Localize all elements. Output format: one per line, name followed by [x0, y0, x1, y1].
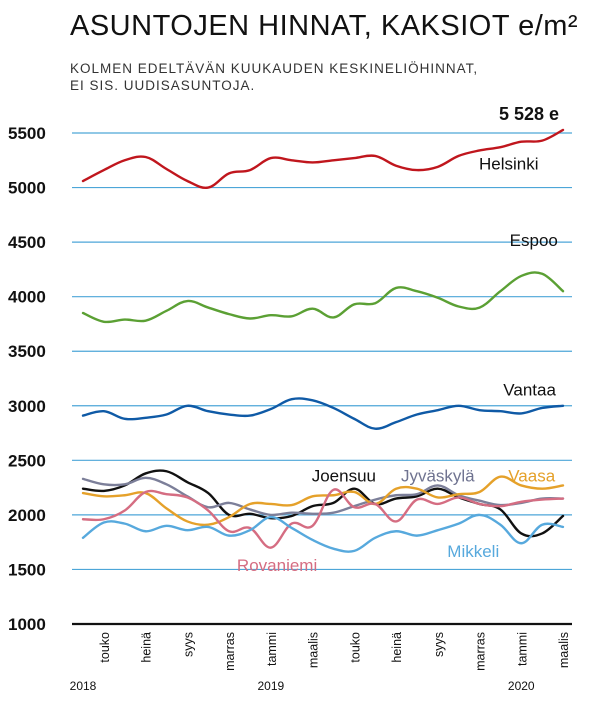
y-tick-label: 4000 [8, 288, 46, 307]
end-value-annotation: 5 528 e [499, 104, 559, 124]
series-labels: Helsinki Espoo Vantaa Joensuu Jyväskylä Vaasa… [237, 104, 559, 575]
y-tick-label: 5000 [8, 179, 46, 198]
series-lines [81, 128, 565, 553]
y-tick-label: 2000 [8, 506, 46, 525]
year-label: 2018 [70, 679, 97, 693]
y-tick-label: 3000 [8, 397, 46, 416]
x-tick-label: maalis [307, 632, 321, 668]
series-label-joensuu: Joensuu [312, 467, 376, 486]
series-line-helsinki [81, 128, 565, 190]
x-tick-label: marras [474, 632, 488, 671]
series-line-rovaniemi [81, 488, 565, 549]
y-tick-label: 3500 [8, 342, 46, 361]
x-tick-label: marras [223, 632, 237, 671]
series-line-jyvaskyla [81, 476, 565, 517]
gridlines [72, 132, 572, 571]
x-tick-label: heinä [390, 632, 404, 663]
series-line-mikkeli [81, 513, 565, 553]
x-tick-label: tammi [265, 632, 279, 666]
chart-title: ASUNTOJEN HINNAT, KAKSIOT e/m² [70, 10, 579, 42]
x-tick-label: syys [181, 632, 195, 657]
series-label-espoo: Espoo [510, 231, 558, 250]
year-label: 2019 [257, 679, 284, 693]
series-line-espoo [81, 271, 565, 324]
series-label-helsinki: Helsinki [479, 155, 539, 174]
x-tick-label: syys [432, 632, 446, 657]
y-tick-label: 1500 [8, 560, 46, 579]
x-tick-label: touko [98, 632, 112, 663]
x-tick-label: tammi [515, 632, 529, 666]
y-tick-label: 1000 [8, 615, 46, 634]
y-tick-label: 5500 [8, 124, 46, 143]
x-tick-label: heinä [140, 632, 154, 663]
series-line-vaasa [81, 475, 565, 527]
series-label-mikkeli: Mikkeli [447, 542, 499, 561]
series-label-jyvaskyla: Jyväskylä [401, 467, 475, 486]
chart-subtitle-line-1: KOLMEN EDELTÄVÄN KUUKAUDEN KESKINELIÖHIN… [70, 61, 479, 76]
x-tick-label: maalis [557, 632, 571, 668]
chart-subtitle: KOLMEN EDELTÄVÄN KUUKAUDEN KESKINELIÖHIN… [70, 60, 478, 94]
series-label-rovaniemi: Rovaniemi [237, 556, 317, 575]
series-label-vantaa: Vantaa [503, 380, 556, 399]
chart-subtitle-line-2: EI SIS. UUDISASUNTOJA. [70, 78, 256, 93]
series-label-vaasa: Vaasa [508, 467, 555, 486]
y-tick-label: 4500 [8, 233, 46, 252]
x-tick-label: touko [348, 632, 362, 663]
axes: 1000 1500 2000 2500 3000 3500 4000 4500 5000 5500… [8, 124, 572, 693]
year-label: 2020 [508, 679, 535, 693]
series-line-vantaa [81, 397, 565, 430]
y-tick-label: 2500 [8, 451, 46, 470]
